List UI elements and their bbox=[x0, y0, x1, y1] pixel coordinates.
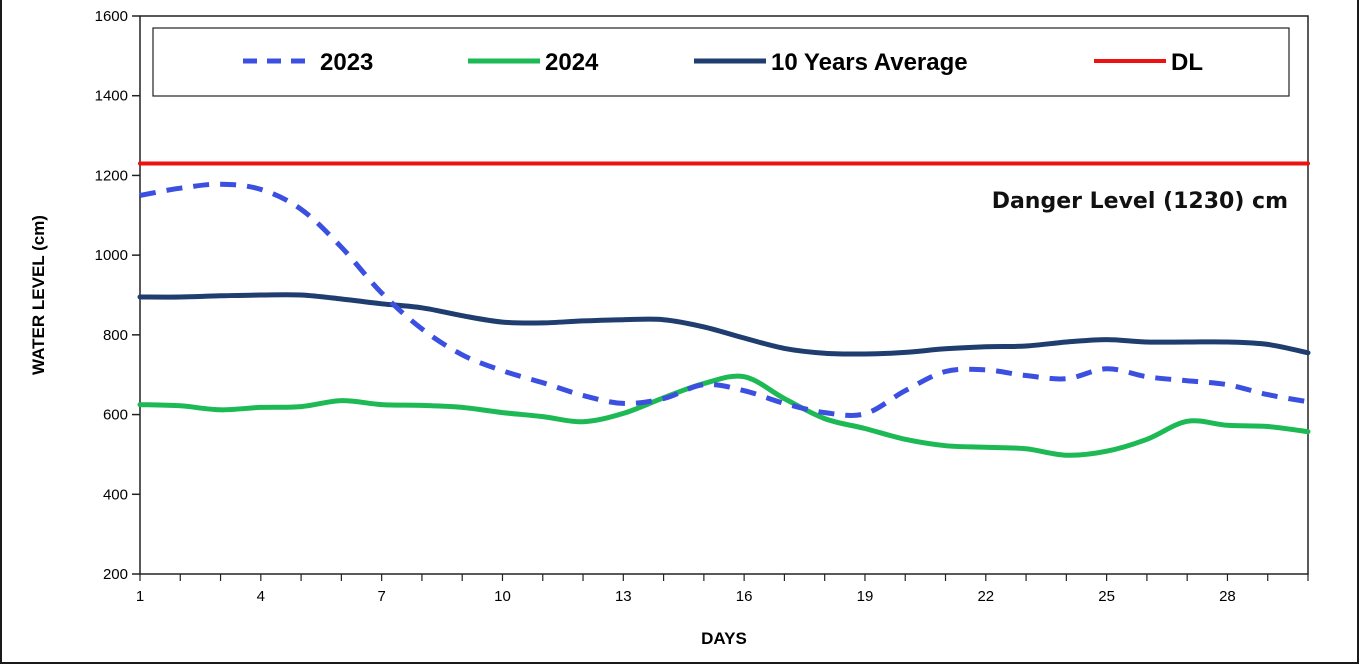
y-tick-label: 1400 bbox=[95, 88, 128, 105]
y-tick-label: 600 bbox=[103, 407, 128, 424]
series-line-2024 bbox=[137, 373, 1311, 458]
x-tick-label: 1 bbox=[136, 588, 144, 605]
x-tick-label: 4 bbox=[257, 588, 265, 605]
x-tick-label: 10 bbox=[494, 588, 511, 605]
x-tick-label: 25 bbox=[1098, 588, 1115, 605]
plot-area bbox=[139, 15, 1309, 575]
x-tick-label: 13 bbox=[615, 588, 632, 605]
x-axis-title: DAYS bbox=[701, 629, 747, 648]
y-axis-title: WATER LEVEL (cm) bbox=[29, 215, 48, 375]
legend-label-2024: 2024 bbox=[545, 49, 599, 76]
x-tick-label: 22 bbox=[977, 588, 994, 605]
y-tick-label: 800 bbox=[103, 327, 128, 344]
plot-area-border bbox=[139, 15, 1309, 575]
x-tick-label: 19 bbox=[857, 588, 874, 605]
y-tick-label: 1600 bbox=[95, 8, 128, 25]
x-tick-label: 28 bbox=[1219, 588, 1236, 605]
y-tick-label: 200 bbox=[103, 566, 128, 583]
axes-layer: 200 400 600 800 1000 1200 1400 1600 1 4 7 10 13 16 19 2… bbox=[95, 8, 1309, 605]
legend-label-2023: 2023 bbox=[320, 49, 373, 76]
series-line-10-years-average bbox=[137, 292, 1311, 357]
danger-level-annotation: Danger Level (1230) cm bbox=[992, 189, 1288, 214]
x-tick-label: 16 bbox=[736, 588, 753, 605]
y-tick-label: 1200 bbox=[95, 167, 128, 184]
legend: 2023 2024 10 Years Average DL bbox=[152, 27, 1290, 97]
y-tick-label: 400 bbox=[103, 486, 128, 503]
series-layer bbox=[137, 161, 1311, 458]
y-tick-label: 1000 bbox=[95, 247, 128, 264]
x-tick-label: 7 bbox=[377, 588, 385, 605]
series-line-2023 bbox=[139, 181, 1309, 418]
legend-label-dl: DL bbox=[1171, 49, 1203, 76]
legend-label-10-years-average: 10 Years Average bbox=[771, 49, 968, 76]
